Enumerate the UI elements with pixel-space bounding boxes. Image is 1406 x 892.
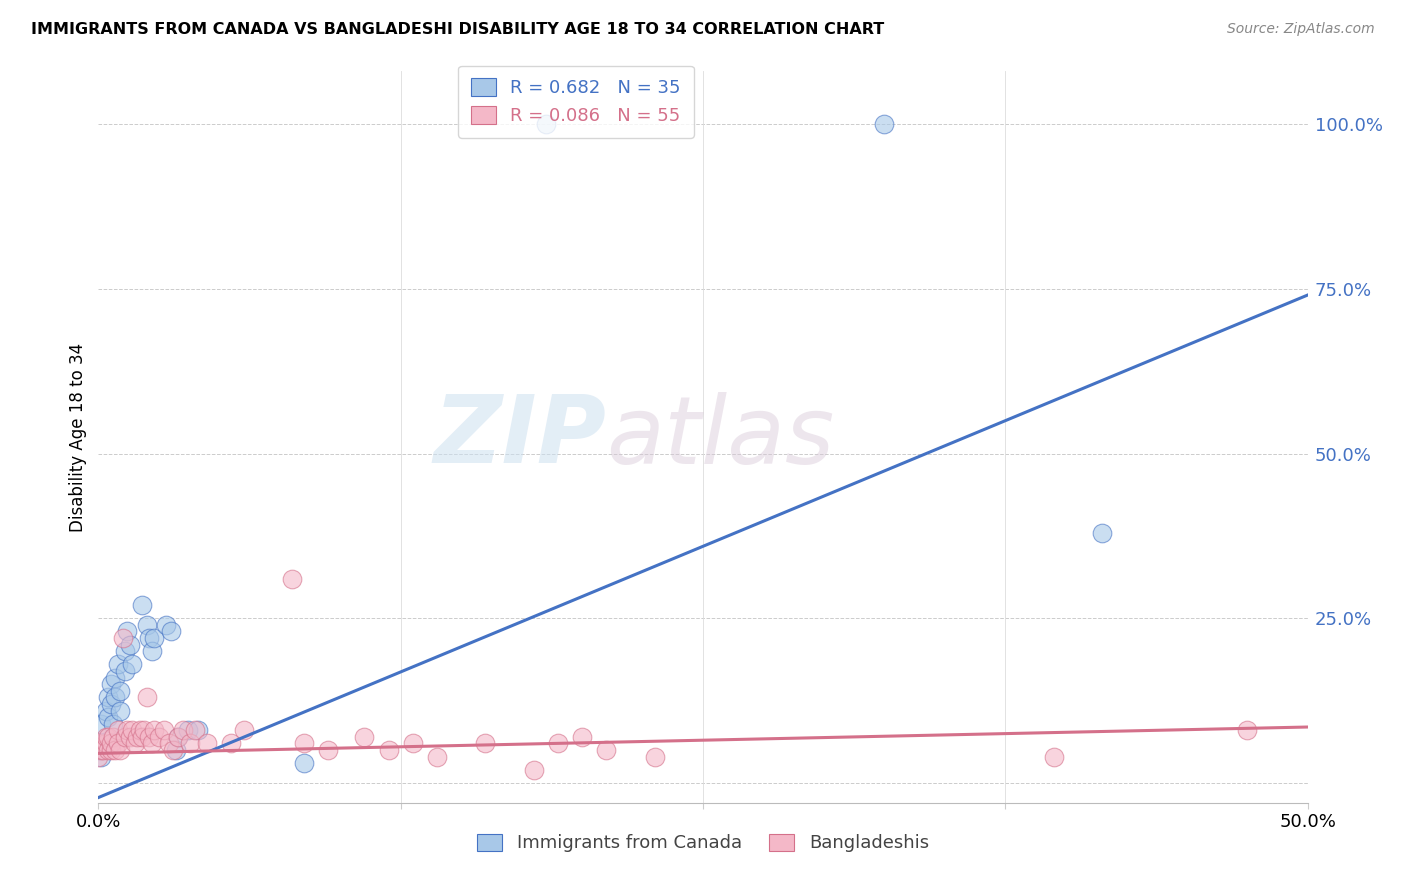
Point <box>143 723 166 738</box>
Point <box>162 743 184 757</box>
Point <box>100 743 122 757</box>
Point <box>534 117 557 131</box>
Point <box>117 723 139 738</box>
Point <box>221 737 243 751</box>
Point <box>547 737 569 751</box>
Point <box>104 671 127 685</box>
Point <box>87 743 110 757</box>
Point <box>138 730 160 744</box>
Point <box>114 664 136 678</box>
Point <box>152 723 174 738</box>
Point <box>114 730 136 744</box>
Point <box>118 730 141 744</box>
Point <box>97 730 120 744</box>
Point <box>141 644 163 658</box>
Point <box>97 690 120 705</box>
Point <box>91 743 114 757</box>
Point <box>114 644 136 658</box>
Y-axis label: Disability Age 18 to 34: Disability Age 18 to 34 <box>69 343 87 532</box>
Point <box>135 690 157 705</box>
Point <box>281 572 304 586</box>
Text: ZIP: ZIP <box>433 391 606 483</box>
Point <box>104 690 127 705</box>
Point <box>117 624 139 639</box>
Point <box>232 723 254 738</box>
Point <box>104 743 127 757</box>
Point <box>101 716 124 731</box>
Point <box>121 657 143 672</box>
Text: atlas: atlas <box>606 392 835 483</box>
Point <box>1236 723 1258 738</box>
Point <box>160 624 183 639</box>
Point <box>143 631 166 645</box>
Point <box>127 730 149 744</box>
Point <box>377 743 399 757</box>
Point <box>94 737 117 751</box>
Point <box>184 723 207 738</box>
Point <box>141 737 163 751</box>
Point <box>87 749 110 764</box>
Legend: Immigrants from Canada, Bangladeshis: Immigrants from Canada, Bangladeshis <box>470 826 936 860</box>
Point <box>177 723 200 738</box>
Point <box>108 683 131 698</box>
Point <box>571 730 593 744</box>
Point <box>100 737 122 751</box>
Point <box>155 618 177 632</box>
Point <box>131 730 153 744</box>
Point <box>353 730 375 744</box>
Point <box>134 723 156 738</box>
Point <box>138 631 160 645</box>
Point <box>97 743 120 757</box>
Point <box>118 638 141 652</box>
Point <box>179 737 201 751</box>
Point <box>165 743 187 757</box>
Point <box>107 657 129 672</box>
Point <box>108 704 131 718</box>
Point <box>107 737 129 751</box>
Text: IMMIGRANTS FROM CANADA VS BANGLADESHI DISABILITY AGE 18 TO 34 CORRELATION CHART: IMMIGRANTS FROM CANADA VS BANGLADESHI DI… <box>31 22 884 37</box>
Point <box>100 697 122 711</box>
Point <box>90 749 112 764</box>
Point <box>124 737 146 751</box>
Point <box>87 737 110 751</box>
Point <box>101 730 124 744</box>
Point <box>644 749 666 764</box>
Point <box>107 723 129 738</box>
Point <box>523 763 546 777</box>
Point <box>91 737 114 751</box>
Point <box>292 737 315 751</box>
Point <box>316 743 339 757</box>
Point <box>873 117 896 131</box>
Point <box>426 749 449 764</box>
Point <box>131 598 153 612</box>
Point <box>157 737 180 751</box>
Point <box>167 730 190 744</box>
Point <box>128 723 150 738</box>
Point <box>94 730 117 744</box>
Point <box>94 704 117 718</box>
Point <box>111 631 134 645</box>
Point <box>474 737 496 751</box>
Point <box>90 743 112 757</box>
Point <box>1091 525 1114 540</box>
Point <box>172 723 194 738</box>
Point <box>121 723 143 738</box>
Point <box>402 737 425 751</box>
Point <box>1042 749 1064 764</box>
Point <box>148 730 170 744</box>
Point <box>595 743 617 757</box>
Text: Source: ZipAtlas.com: Source: ZipAtlas.com <box>1227 22 1375 37</box>
Point <box>292 756 315 771</box>
Point <box>97 710 120 724</box>
Point <box>195 737 218 751</box>
Point <box>100 677 122 691</box>
Point <box>167 730 190 744</box>
Point <box>187 723 209 738</box>
Point <box>135 618 157 632</box>
Point <box>108 743 131 757</box>
Point <box>90 716 112 731</box>
